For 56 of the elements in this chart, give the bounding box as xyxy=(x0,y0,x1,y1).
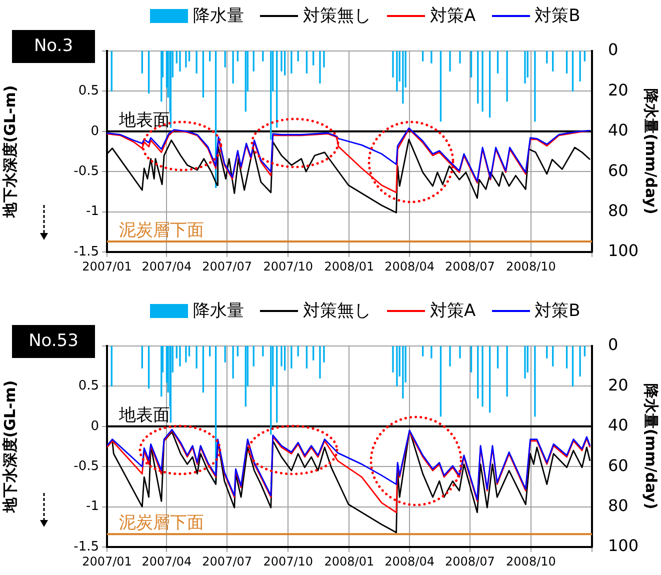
y2-tick-label: 0 xyxy=(608,40,618,60)
x-tick-label: 2007/04 xyxy=(142,259,192,274)
y-tick-label: 0.5 xyxy=(78,84,99,99)
ref-line-label: 地表面 xyxy=(118,405,170,426)
y2-tick-label: 80 xyxy=(608,200,628,220)
y2-tick-label: 80 xyxy=(608,496,628,515)
y2-axis-title: 降水量(mm/day) xyxy=(642,88,660,214)
legend-label: 対策A xyxy=(430,300,476,322)
y-axis-title: 地下水深度(GL-m) xyxy=(0,380,19,514)
y2-tick-label: 100 xyxy=(608,241,639,260)
x-tick-label: 2007/01 xyxy=(82,554,132,568)
y2-tick-label: 20 xyxy=(608,375,628,394)
x-tick-label: 2007/10 xyxy=(263,554,314,568)
y-tick-label: 0 xyxy=(90,124,99,139)
ref-line-label: 地表面 xyxy=(118,110,170,130)
x-tick-label: 2007/07 xyxy=(202,554,252,568)
chart-title: No.53 xyxy=(12,325,95,358)
y2-tick-label: 60 xyxy=(608,456,628,475)
x-tick-label: 2008/07 xyxy=(444,554,495,568)
y-tick-label: 0 xyxy=(90,418,99,434)
x-tick-label: 2007/07 xyxy=(202,259,252,274)
legend-label: 対策B xyxy=(534,300,580,322)
x-tick-label: 2007/01 xyxy=(82,259,132,274)
x-tick-label: 2008/07 xyxy=(444,259,495,274)
y2-axis-title: 降水量(mm/day) xyxy=(642,384,660,510)
chart-title: No.3 xyxy=(12,30,95,63)
x-tick-label: 2007/04 xyxy=(142,554,192,568)
y-axis-title: 地下水深度(GL-m) xyxy=(0,85,19,219)
y-tick-label: -0.5 xyxy=(74,164,99,179)
x-tick-label: 2008/04 xyxy=(384,259,434,274)
y-tick-label: -1.5 xyxy=(74,244,99,260)
x-tick-label: 2008/01 xyxy=(324,259,374,274)
y2-tick-label: 40 xyxy=(608,416,628,435)
legend-label: 対策A xyxy=(430,5,476,27)
ref-line-label: 泥炭層下面 xyxy=(119,220,204,241)
y2-tick-label: 40 xyxy=(608,120,628,140)
legend-label: 対策B xyxy=(534,5,580,27)
y-tick-label: 0.5 xyxy=(78,378,99,394)
legend-label: 対策無し xyxy=(303,300,371,322)
y2-tick-label: 20 xyxy=(608,80,628,100)
y2-tick-label: 100 xyxy=(608,536,639,556)
x-tick-label: 2008/01 xyxy=(324,554,374,568)
y2-tick-label: 60 xyxy=(608,160,628,180)
y-tick-label: -0.5 xyxy=(74,458,99,474)
x-tick-label: 2008/04 xyxy=(384,554,434,568)
y-tick-label: -1 xyxy=(86,204,99,220)
y-tick-label: -1.5 xyxy=(74,539,99,554)
legend-label: 対策無し xyxy=(303,5,371,27)
ref-line-label: 泥炭層下面 xyxy=(119,513,204,534)
y2-tick-label: 0 xyxy=(608,335,618,354)
legend-label: 降水量 xyxy=(193,300,244,322)
x-tick-label: 2007/10 xyxy=(263,259,314,274)
x-tick-label: 2008/10 xyxy=(506,554,556,568)
x-tick-label: 2008/10 xyxy=(506,259,556,274)
y-tick-label: -1 xyxy=(86,499,99,514)
legend-label: 降水量 xyxy=(193,5,244,27)
